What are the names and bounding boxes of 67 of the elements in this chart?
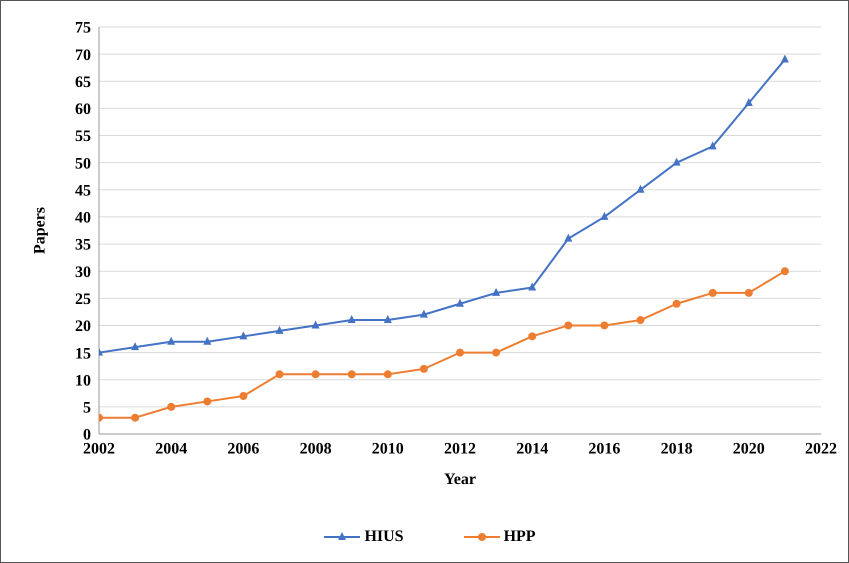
point <box>528 282 536 290</box>
x-tick-label: 2008 <box>300 440 332 458</box>
point <box>312 370 320 378</box>
point <box>456 298 464 307</box>
point <box>167 336 176 345</box>
point <box>203 336 212 345</box>
point <box>528 332 536 340</box>
point <box>708 141 717 150</box>
point <box>564 234 572 242</box>
point <box>348 315 356 324</box>
point <box>384 315 392 324</box>
y-tick-label: 10 <box>75 372 91 390</box>
y-tick-label: 40 <box>75 210 91 227</box>
point <box>239 331 248 340</box>
point <box>780 267 789 276</box>
point <box>492 288 500 296</box>
point <box>384 370 392 378</box>
y-tick-label: 30 <box>75 264 91 281</box>
x-tick-label: 2006 <box>227 440 260 458</box>
x-tick-label: 2020 <box>732 440 765 458</box>
point <box>744 288 753 297</box>
point <box>420 364 428 373</box>
legend-label: HIUS <box>364 528 404 546</box>
x-tick-label: 2004 <box>155 440 188 458</box>
point <box>780 54 789 63</box>
point <box>276 326 284 334</box>
x-tick-label: 2012 <box>444 440 476 458</box>
point <box>456 348 464 357</box>
y-axis-title: Papers <box>32 206 49 254</box>
point <box>600 212 608 220</box>
point <box>420 310 428 318</box>
y-tick-label: 20 <box>75 318 91 336</box>
point <box>131 342 140 350</box>
y-tick-label: 35 <box>75 236 91 254</box>
y-tick-label: 15 <box>75 345 91 362</box>
point <box>239 392 248 400</box>
legend-label: HPP <box>504 528 536 546</box>
x-tick-label: 2018 <box>660 440 693 458</box>
x-tick-label: 2014 <box>516 440 548 458</box>
point <box>564 321 572 330</box>
x-tick-label: 2010 <box>372 440 404 458</box>
point <box>600 321 608 330</box>
x-axis-title: Year <box>444 471 476 488</box>
y-tick-label: 60 <box>75 101 91 118</box>
point <box>131 414 140 422</box>
x-tick-label: 2022 <box>805 440 837 458</box>
y-tick-label: 65 <box>75 74 91 91</box>
point <box>744 98 753 106</box>
y-tick-label: 5 <box>83 400 91 417</box>
point <box>672 300 681 308</box>
y-tick-label: 25 <box>75 291 91 308</box>
point <box>312 320 320 328</box>
point <box>672 158 681 166</box>
y-tick-label: 70 <box>75 46 91 64</box>
point <box>203 397 212 406</box>
point <box>348 370 356 378</box>
point <box>636 316 644 324</box>
point <box>167 402 176 411</box>
y-tick-label: 75 <box>75 20 91 37</box>
x-tick-label: 2016 <box>588 440 620 458</box>
y-tick-label: 50 <box>75 155 91 172</box>
y-tick-label: 45 <box>75 182 91 200</box>
point <box>492 348 500 357</box>
y-tick-label: 55 <box>75 128 91 146</box>
point <box>636 184 644 193</box>
point <box>276 370 284 378</box>
point <box>708 288 717 297</box>
